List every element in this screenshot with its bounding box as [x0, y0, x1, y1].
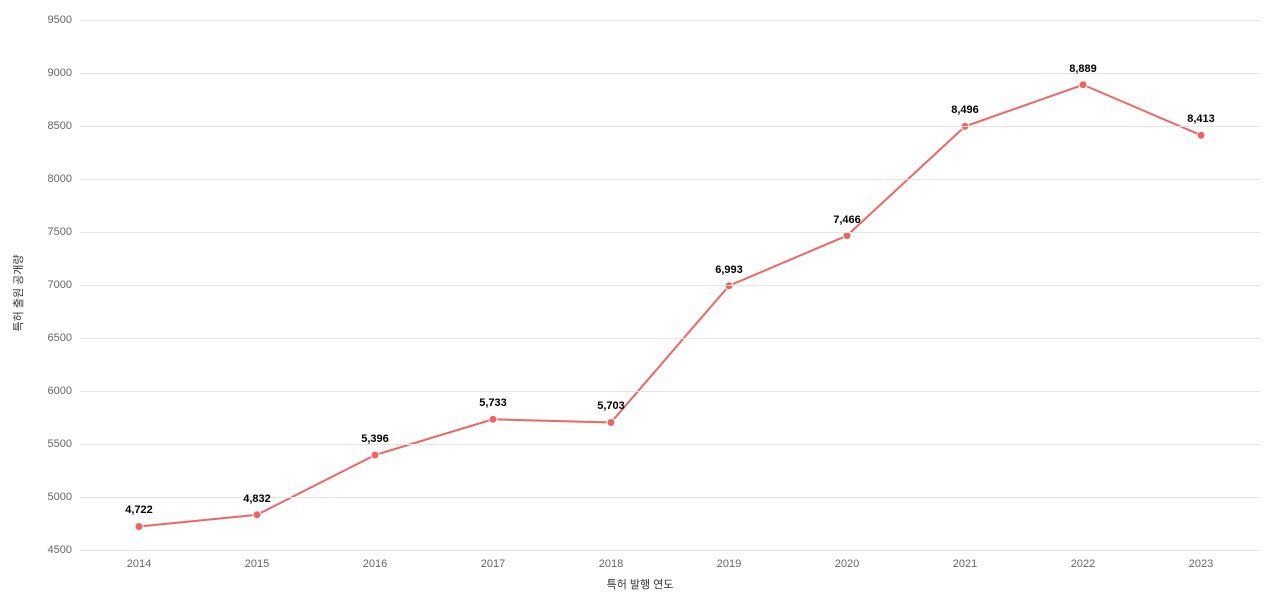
data-label: 4,722	[125, 504, 153, 516]
y-tick-label: 8500	[12, 120, 72, 132]
y-tick-label: 8000	[12, 173, 72, 185]
gridline	[80, 126, 1260, 127]
x-tick-label: 2021	[935, 558, 995, 570]
x-tick-label: 2015	[227, 558, 287, 570]
line-chart: 특허 출원 공개량 특허 발행 연도 4,722 4,832 5,396 5,733 5…	[0, 0, 1280, 600]
data-marker	[135, 522, 143, 530]
gridline	[80, 550, 1260, 551]
y-tick-label: 7000	[12, 279, 72, 291]
data-marker	[1079, 81, 1087, 89]
data-marker	[253, 511, 261, 519]
gridline	[80, 391, 1260, 392]
data-label: 6,993	[715, 264, 743, 276]
data-label: 7,466	[833, 214, 861, 226]
x-tick-label: 2022	[1053, 558, 1113, 570]
y-tick-label: 9000	[12, 67, 72, 79]
y-axis-title: 특허 출원 공개량	[10, 255, 26, 332]
data-label: 8,496	[951, 104, 979, 116]
x-tick-label: 2017	[463, 558, 523, 570]
y-tick-label: 5500	[12, 438, 72, 450]
gridline	[80, 232, 1260, 233]
gridline	[80, 179, 1260, 180]
plot-area: 4,722 4,832 5,396 5,733 5,703 6,993 7,466 8,496…	[80, 20, 1260, 550]
data-label: 8,413	[1187, 113, 1215, 125]
x-tick-label: 2023	[1171, 558, 1231, 570]
y-tick-label: 9500	[12, 14, 72, 26]
data-label: 5,396	[361, 433, 389, 445]
data-marker	[489, 415, 497, 423]
x-tick-label: 2019	[699, 558, 759, 570]
data-label: 8,889	[1069, 63, 1097, 75]
x-axis-title: 특허 발행 연도	[607, 576, 674, 592]
data-label: 4,832	[243, 493, 271, 505]
y-tick-label: 5000	[12, 491, 72, 503]
gridline	[80, 20, 1260, 21]
data-label: 5,703	[597, 400, 625, 412]
gridline	[80, 338, 1260, 339]
gridline	[80, 285, 1260, 286]
data-label: 5,733	[479, 397, 507, 409]
gridline	[80, 444, 1260, 445]
y-tick-label: 6500	[12, 332, 72, 344]
x-tick-label: 2016	[345, 558, 405, 570]
x-tick-label: 2020	[817, 558, 877, 570]
y-tick-label: 7500	[12, 226, 72, 238]
data-marker	[1197, 131, 1205, 139]
data-marker	[371, 451, 379, 459]
x-tick-label: 2018	[581, 558, 641, 570]
series-line	[139, 85, 1201, 527]
data-marker	[607, 418, 615, 426]
y-tick-label: 6000	[12, 385, 72, 397]
y-tick-label: 4500	[12, 544, 72, 556]
x-tick-label: 2014	[109, 558, 169, 570]
